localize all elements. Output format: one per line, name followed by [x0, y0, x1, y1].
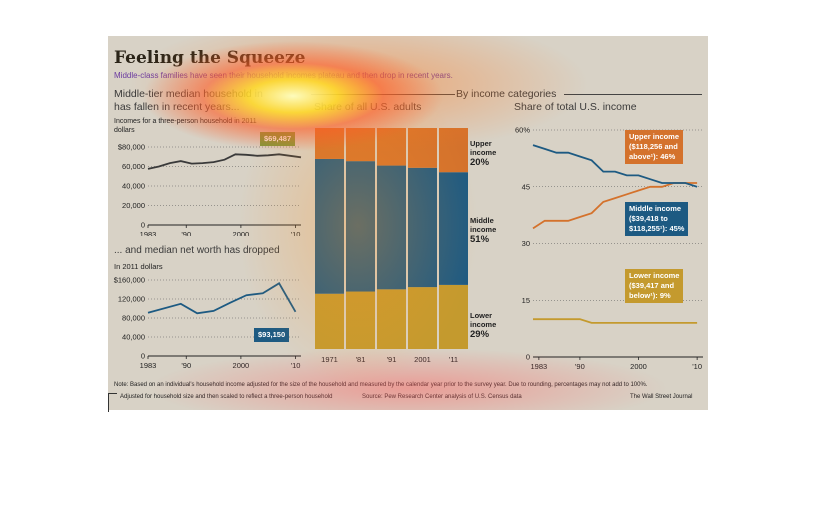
upper-income-callout: Upper income ($118,256 and above¹): 46%	[625, 130, 684, 164]
bar-segment	[346, 128, 375, 162]
bar-segment	[408, 287, 437, 349]
middle-income-callout: Middle income ($39,418 to $118,255¹): 45%	[625, 202, 689, 236]
x-tick-label: 1971	[321, 355, 338, 364]
left-bottom-unit: In 2011 dollars	[114, 262, 163, 271]
x-tick-label: '90	[181, 230, 191, 236]
bar-segment	[377, 165, 406, 290]
x-tick-label: 1983	[531, 362, 548, 371]
left-bottom-heading: ... and median net worth has dropped	[114, 245, 280, 256]
x-tick-label: 2000	[233, 361, 250, 370]
net-worth-callout: $93,150	[254, 328, 290, 342]
x-tick-label: '91	[387, 355, 397, 364]
x-tick-label: '90	[575, 362, 585, 371]
x-tick-label: 2001	[414, 355, 431, 364]
x-tick-label: 1983	[140, 361, 157, 370]
footer-credit: The Wall Street Journal	[630, 394, 693, 400]
y-tick-label: 20,000	[122, 201, 145, 210]
x-tick-label: '90	[181, 361, 191, 370]
footer-note: Note: Based on an individual's household…	[114, 382, 648, 388]
y-tick-label: 45	[522, 182, 530, 191]
lower-income-label: Lower income 29%	[470, 311, 497, 340]
x-tick-label: '81	[356, 355, 366, 364]
bar-segment	[377, 289, 406, 349]
lower-income-callout: Lower income ($39,417 and below¹): 9%	[625, 269, 684, 303]
bar-segment	[315, 158, 344, 294]
subtitle: Middle-class families have seen their ho…	[114, 71, 453, 80]
y-tick-label: 0	[141, 352, 145, 361]
y-tick-label: 80,000	[122, 314, 145, 323]
divider-left	[311, 94, 455, 95]
bar-segment	[439, 284, 468, 349]
y-tick-label: 40,000	[122, 333, 145, 342]
y-tick-label: $80,000	[118, 143, 145, 152]
bar-segment	[439, 172, 468, 285]
y-tick-label: 15	[522, 296, 530, 305]
x-tick-label: 2000	[233, 230, 250, 236]
income-callout: $69,487	[260, 132, 296, 146]
y-tick-label: 0	[141, 221, 145, 230]
x-tick-label: '10	[291, 230, 301, 236]
y-tick-label: $160,000	[114, 276, 145, 285]
y-tick-label: 60%	[515, 126, 530, 135]
y-tick-label: 120,000	[118, 295, 145, 304]
middle-income-label: Middle income 51%	[470, 216, 497, 245]
bar-segment	[315, 293, 344, 349]
bar-segment	[346, 161, 375, 292]
by-income-label: By income categories	[456, 88, 557, 100]
left-top-unit-1: Incomes for a three-person household in …	[114, 118, 257, 125]
bar-segment	[377, 128, 406, 166]
x-tick-label: '11	[449, 355, 458, 364]
footnote-bracket	[108, 393, 117, 412]
x-tick-label: 1983	[140, 230, 157, 236]
infographic-panel: Feeling the Squeeze Middle-class familie…	[108, 36, 708, 410]
y-tick-label: 0	[526, 353, 530, 362]
series-line	[147, 153, 302, 170]
series-line	[147, 282, 297, 315]
upper-income-label: Upper income 20%	[470, 139, 497, 168]
x-tick-label: '10	[291, 361, 301, 370]
x-tick-label: 2000	[630, 362, 647, 371]
footer-footnote: Adjusted for household size and then sca…	[120, 394, 333, 400]
page-title: Feeling the Squeeze	[114, 48, 306, 68]
bar-segment	[346, 291, 375, 349]
right-heading: Share of total U.S. income	[514, 101, 637, 113]
divider-right	[564, 94, 702, 95]
bar-segment	[408, 128, 437, 168]
bar-segment	[315, 128, 344, 159]
y-tick-label: 40,000	[122, 182, 145, 191]
left-top-heading-1: Middle-tier median household in	[114, 88, 263, 100]
y-tick-label: 60,000	[122, 162, 145, 171]
x-tick-label: '10	[692, 362, 702, 371]
bar-segment	[408, 167, 437, 288]
series-line	[533, 318, 698, 324]
y-tick-label: 30	[522, 239, 530, 248]
footer-source: Source: Pew Research Center analysis of …	[362, 394, 522, 400]
middle-heading: Share of all U.S. adults	[314, 101, 422, 113]
bar-segment	[439, 128, 468, 173]
left-top-heading-2: has fallen in recent years...	[114, 101, 240, 113]
